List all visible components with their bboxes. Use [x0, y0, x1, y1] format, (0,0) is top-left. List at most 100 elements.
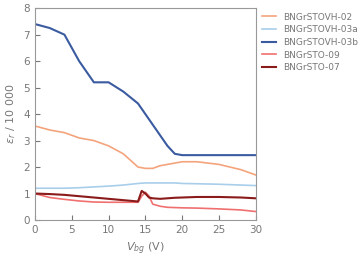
BNGrSTOVH-03a — [33, 187, 37, 190]
BNGrSTOVH-03b — [92, 81, 96, 84]
BNGrSTOVH-03a — [106, 185, 111, 188]
BNGrSTO-09 — [158, 205, 162, 208]
BNGrSTOVH-02 — [77, 136, 81, 139]
BNGrSTO-07 — [158, 197, 162, 200]
BNGrSTOVH-03a — [62, 187, 67, 190]
BNGrSTO-09 — [143, 191, 147, 194]
BNGrSTOVH-03b — [165, 144, 170, 147]
BNGrSTOVH-02 — [106, 144, 111, 147]
BNGrSTO-09 — [136, 201, 140, 204]
BNGrSTO-09 — [173, 206, 177, 209]
BNGrSTOVH-03a — [136, 182, 140, 185]
BNGrSTO-09 — [147, 195, 151, 198]
BNGrSTOVH-03b — [143, 112, 147, 116]
BNGrSTO-07 — [62, 193, 67, 197]
BNGrSTO-07 — [254, 197, 258, 200]
BNGrSTO-07 — [239, 196, 243, 199]
BNGrSTO-09 — [77, 199, 81, 203]
BNGrSTOVH-02 — [151, 167, 155, 170]
BNGrSTO-09 — [62, 198, 67, 201]
BNGrSTO-07 — [121, 199, 126, 202]
BNGrSTO-07 — [92, 196, 96, 199]
BNGrSTOVH-02 — [143, 167, 147, 170]
BNGrSTO-07 — [217, 195, 221, 199]
BNGrSTOVH-03b — [33, 22, 37, 26]
BNGrSTO-09 — [239, 208, 243, 211]
BNGrSTO-09 — [121, 201, 126, 204]
BNGrSTO-09 — [151, 203, 155, 206]
BNGrSTOVH-03b — [136, 102, 140, 105]
BNGrSTO-07 — [136, 200, 140, 203]
BNGrSTO-07 — [151, 197, 155, 200]
BNGrSTOVH-03a — [92, 185, 96, 188]
BNGrSTOVH-02 — [92, 139, 96, 142]
BNGrSTOVH-03b — [195, 153, 199, 157]
BNGrSTOVH-02 — [158, 164, 162, 167]
BNGrSTOVH-03a — [143, 181, 147, 185]
BNGrSTOVH-03a — [151, 181, 155, 185]
BNGrSTO-09 — [48, 196, 52, 199]
BNGrSTOVH-02 — [254, 173, 258, 176]
BNGrSTO-07 — [77, 195, 81, 198]
BNGrSTOVH-02 — [180, 160, 184, 163]
BNGrSTOVH-02 — [33, 124, 37, 128]
BNGrSTOVH-02 — [136, 165, 140, 169]
BNGrSTO-07 — [165, 197, 170, 200]
BNGrSTO-09 — [139, 195, 144, 198]
BNGrSTO-09 — [217, 207, 221, 210]
BNGrSTOVH-03b — [173, 152, 177, 155]
Line: BNGrSTO-09: BNGrSTO-09 — [35, 192, 256, 212]
BNGrSTO-07 — [106, 197, 111, 200]
BNGrSTOVH-03a — [77, 186, 81, 189]
BNGrSTOVH-02 — [121, 152, 126, 155]
BNGrSTOVH-02 — [239, 168, 243, 171]
BNGrSTOVH-03b — [77, 60, 81, 63]
BNGrSTOVH-03a — [165, 181, 170, 185]
BNGrSTOVH-03b — [121, 90, 126, 93]
BNGrSTO-09 — [165, 206, 170, 209]
BNGrSTO-09 — [92, 200, 96, 204]
BNGrSTOVH-03a — [173, 181, 177, 185]
BNGrSTOVH-02 — [165, 163, 170, 166]
BNGrSTOVH-03a — [254, 184, 258, 187]
BNGrSTO-09 — [254, 210, 258, 213]
BNGrSTOVH-03b — [62, 33, 67, 36]
Line: BNGrSTOVH-03a: BNGrSTOVH-03a — [35, 183, 256, 188]
BNGrSTOVH-02 — [173, 162, 177, 165]
BNGrSTOVH-02 — [195, 160, 199, 163]
BNGrSTO-09 — [195, 206, 199, 210]
Line: BNGrSTO-07: BNGrSTO-07 — [35, 191, 256, 201]
BNGrSTOVH-03a — [217, 183, 221, 186]
Legend: BNGrSTOVH-02, BNGrSTOVH-03a, BNGrSTOVH-03b, BNGrSTO-09, BNGrSTO-07: BNGrSTOVH-02, BNGrSTOVH-03a, BNGrSTOVH-0… — [262, 13, 358, 72]
BNGrSTOVH-03b — [151, 123, 155, 126]
BNGrSTOVH-03b — [217, 153, 221, 157]
BNGrSTOVH-03b — [254, 153, 258, 157]
BNGrSTO-07 — [48, 193, 52, 196]
BNGrSTOVH-03a — [158, 181, 162, 185]
BNGrSTO-09 — [180, 206, 184, 209]
BNGrSTOVH-03b — [106, 81, 111, 84]
BNGrSTOVH-03a — [48, 187, 52, 190]
BNGrSTOVH-03b — [239, 153, 243, 157]
BNGrSTOVH-03a — [121, 183, 126, 187]
BNGrSTOVH-03b — [180, 153, 184, 157]
BNGrSTO-07 — [173, 196, 177, 199]
BNGrSTOVH-03b — [158, 134, 162, 137]
BNGrSTO-07 — [143, 192, 147, 195]
BNGrSTO-09 — [33, 192, 37, 195]
BNGrSTO-07 — [139, 189, 144, 192]
BNGrSTOVH-02 — [62, 131, 67, 134]
BNGrSTOVH-03a — [239, 183, 243, 187]
BNGrSTOVH-02 — [48, 128, 52, 132]
Line: BNGrSTOVH-02: BNGrSTOVH-02 — [35, 126, 256, 175]
BNGrSTO-07 — [180, 196, 184, 199]
BNGrSTO-07 — [33, 192, 37, 195]
BNGrSTO-07 — [195, 195, 199, 199]
Line: BNGrSTOVH-03b: BNGrSTOVH-03b — [35, 24, 256, 155]
BNGrSTOVH-02 — [217, 163, 221, 166]
BNGrSTOVH-03b — [48, 26, 52, 29]
X-axis label: $V_{bg}$ (V): $V_{bg}$ (V) — [126, 240, 165, 257]
Y-axis label: $\varepsilon_r$ / 10 000: $\varepsilon_r$ / 10 000 — [4, 84, 18, 144]
BNGrSTOVH-03a — [180, 182, 184, 185]
BNGrSTOVH-03a — [195, 182, 199, 185]
